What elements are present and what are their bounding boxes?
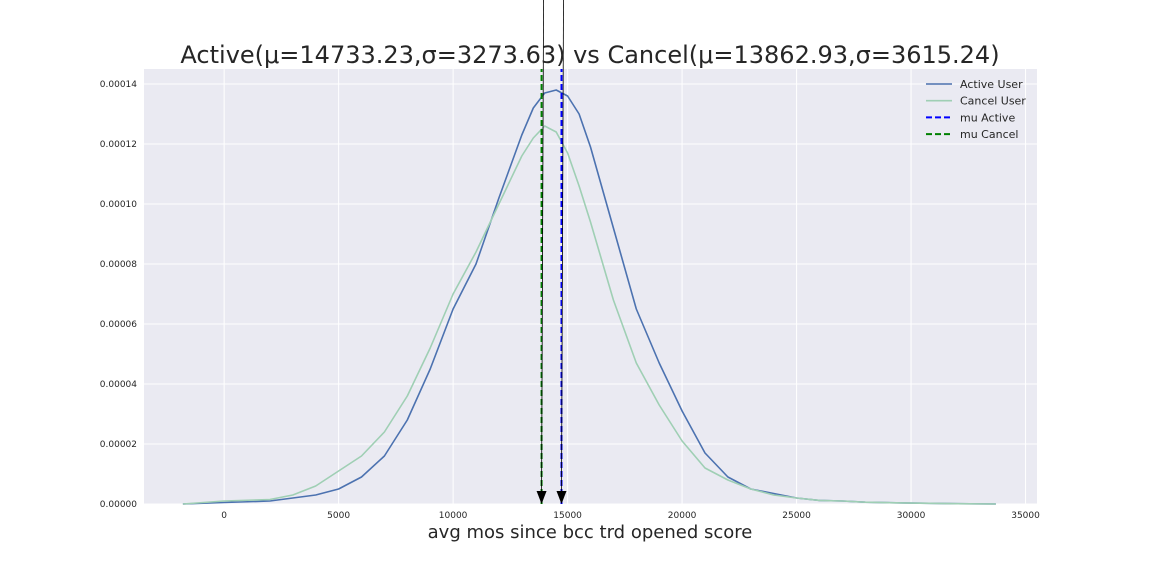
chart-title: Active(μ=14733.23,σ=3273.63) vs Cancel(μ… [180, 41, 999, 69]
x-tick-label: 25000 [782, 511, 811, 521]
legend-label-mu-cancel: mu Cancel [960, 128, 1018, 141]
legend-label-mu-active: mu Active [960, 111, 1015, 124]
annotations [536, 0, 567, 504]
grid-lines [144, 69, 1037, 505]
y-tick-label: 0.00004 [100, 380, 137, 390]
x-axis-ticks: 0 5000 10000 15000 20000 25000 30000 35000 [221, 511, 1040, 521]
y-tick-label: 0.00002 [100, 440, 137, 450]
y-tick-label: 0.00010 [100, 200, 137, 210]
series-cancel-user-line [182, 125, 996, 505]
legend-label-active-user: Active User [960, 78, 1023, 91]
y-tick-label: 0.00006 [100, 320, 137, 330]
y-tick-label: 0.00012 [100, 140, 137, 150]
x-tick-label: 35000 [1011, 511, 1040, 521]
legend: Active User Cancel User mu Active mu Cancel [926, 78, 1026, 141]
x-axis-label: avg mos since bcc trd opened score [428, 522, 753, 543]
y-tick-label: 0.00008 [100, 260, 137, 270]
x-tick-label: 0 [221, 511, 227, 521]
y-tick-label: 0.00000 [100, 500, 137, 510]
annotation-arrow-head [536, 491, 547, 504]
annotation-arrow-shaft [561, 0, 564, 493]
annotation-arrow-head [556, 491, 567, 504]
y-tick-label: 0.00014 [100, 80, 137, 90]
x-tick-label: 5000 [327, 511, 350, 521]
x-tick-label: 15000 [553, 511, 582, 521]
y-axis-ticks: 0.00000 0.00002 0.00004 0.00006 0.00008 0.000… [100, 80, 137, 510]
annotation-arrow-shaft [541, 0, 544, 493]
plot-area [144, 69, 1037, 504]
legend-label-cancel-user: Cancel User [960, 95, 1026, 108]
x-tick-label: 10000 [439, 511, 468, 521]
x-tick-label: 30000 [897, 511, 926, 521]
x-tick-label: 20000 [668, 511, 697, 521]
